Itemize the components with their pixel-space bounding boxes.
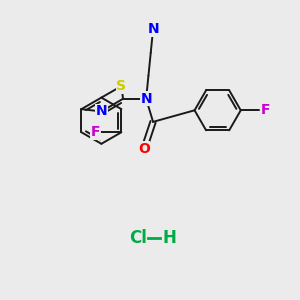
Text: H: H xyxy=(162,229,176,247)
Text: O: O xyxy=(138,142,150,156)
Text: N: N xyxy=(96,104,107,118)
Text: F: F xyxy=(261,103,270,117)
Text: Cl: Cl xyxy=(129,229,147,247)
Text: N: N xyxy=(147,22,159,37)
Text: F: F xyxy=(90,125,100,139)
Text: N: N xyxy=(140,92,152,106)
Text: S: S xyxy=(116,79,127,93)
